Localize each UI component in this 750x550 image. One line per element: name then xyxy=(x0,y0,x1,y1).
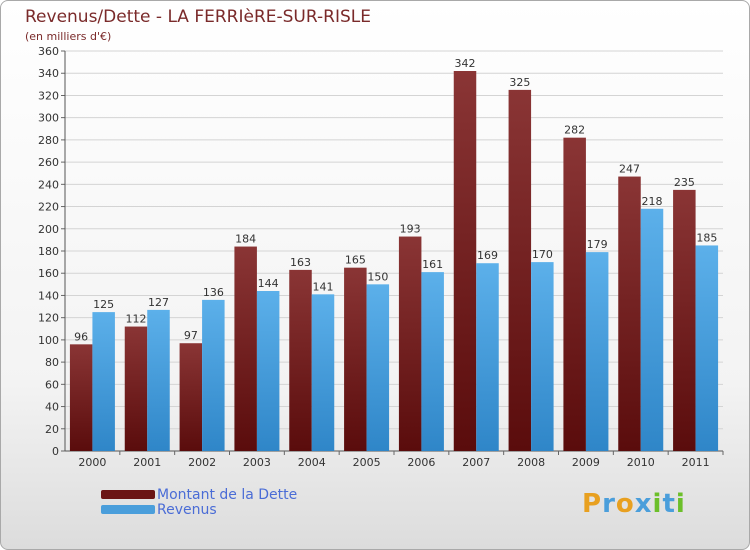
chart-title: Revenus/Dette - LA FERRIèRE-SUR-RISLE xyxy=(25,7,371,27)
y-tick-label: 120 xyxy=(38,312,59,325)
proxiti-logo: Proxiti xyxy=(582,489,686,519)
y-tick-label: 360 xyxy=(38,45,59,58)
x-tick-label: 2002 xyxy=(188,456,216,469)
bar-revenus xyxy=(531,262,554,451)
data-label: 235 xyxy=(674,176,695,189)
data-label: 150 xyxy=(367,270,388,283)
data-label: 144 xyxy=(258,277,279,290)
x-tick-label: 2005 xyxy=(353,456,381,469)
x-tick-label: 2003 xyxy=(243,456,271,469)
legend-swatch-dette xyxy=(101,490,155,499)
bar-dette xyxy=(398,236,422,451)
bar-revenus xyxy=(421,272,444,451)
data-label: 169 xyxy=(477,249,498,262)
y-tick-label: 320 xyxy=(38,89,59,102)
x-tick-label: 2000 xyxy=(78,456,106,469)
logo-letter: P xyxy=(582,489,603,519)
logo-letter: i xyxy=(675,489,686,519)
data-label: 342 xyxy=(455,57,476,70)
logo-letter: x xyxy=(634,489,653,519)
y-tick-label: 200 xyxy=(38,223,59,236)
y-tick-label: 220 xyxy=(38,201,59,214)
y-tick-label: 300 xyxy=(38,112,59,125)
data-label: 184 xyxy=(235,233,256,246)
logo-letter: r xyxy=(602,489,616,519)
y-tick-label: 40 xyxy=(45,401,59,414)
data-label: 96 xyxy=(74,330,88,343)
logo-letter: i xyxy=(652,489,663,519)
bar-dette xyxy=(508,89,532,451)
y-tick-label: 160 xyxy=(38,267,59,280)
bar-revenus xyxy=(476,263,499,451)
bar-dette xyxy=(618,176,641,452)
bar-revenus xyxy=(311,294,335,451)
y-tick-label: 340 xyxy=(38,67,59,80)
x-tick-label: 2011 xyxy=(682,456,710,469)
bar-dette xyxy=(673,189,696,451)
x-tick-label: 2010 xyxy=(627,456,655,469)
bar-revenus xyxy=(640,208,664,451)
y-tick-label: 100 xyxy=(38,334,59,347)
bar-revenus xyxy=(366,284,390,451)
bar-dette xyxy=(69,344,93,451)
x-tick-label: 2008 xyxy=(517,456,545,469)
chart-subtitle: (en milliers d'€) xyxy=(25,30,112,43)
bar-dette xyxy=(289,269,312,451)
data-label: 141 xyxy=(313,280,334,293)
y-tick-label: 0 xyxy=(52,445,59,458)
data-label: 193 xyxy=(400,223,421,236)
data-label: 163 xyxy=(290,256,311,269)
x-tick-label: 2007 xyxy=(462,456,490,469)
legend: Montant de la Dette Revenus xyxy=(101,486,298,518)
y-tick-label: 280 xyxy=(38,134,59,147)
data-label: 112 xyxy=(126,313,147,326)
bar-revenus xyxy=(695,245,719,451)
bar-dette xyxy=(453,71,477,451)
x-tick-label: 2004 xyxy=(298,456,326,469)
data-label: 161 xyxy=(422,258,443,271)
y-tick-label: 20 xyxy=(45,423,59,436)
x-tick-label: 2001 xyxy=(133,456,161,469)
data-label: 165 xyxy=(345,254,366,267)
bar-revenus xyxy=(202,299,225,451)
data-label: 218 xyxy=(642,195,663,208)
bar-dette xyxy=(179,343,203,451)
data-label: 97 xyxy=(184,329,198,342)
bar-dette xyxy=(563,137,586,451)
bar-dette xyxy=(124,326,148,451)
y-tick-label: 260 xyxy=(38,156,59,169)
legend-label-revenus: Revenus xyxy=(157,501,217,518)
y-tick-label: 80 xyxy=(45,356,59,369)
y-tick-label: 60 xyxy=(45,378,59,391)
legend-item-revenus: Revenus xyxy=(101,501,297,518)
data-label: 325 xyxy=(509,76,530,89)
data-label: 125 xyxy=(93,298,114,311)
data-label: 170 xyxy=(532,248,553,261)
bar-dette xyxy=(234,246,257,451)
legend-item-dette: Montant de la Dette xyxy=(101,486,298,503)
bar-revenus xyxy=(585,252,609,451)
data-label: 136 xyxy=(203,286,224,299)
x-tick-label: 2009 xyxy=(572,456,600,469)
data-label: 247 xyxy=(619,163,640,176)
legend-label-dette: Montant de la Dette xyxy=(157,486,298,503)
y-tick-label: 140 xyxy=(38,289,59,302)
bar-dette xyxy=(344,267,367,451)
y-tick-label: 180 xyxy=(38,245,59,258)
legend-swatch-revenus xyxy=(101,505,155,514)
bar-revenus xyxy=(256,291,280,451)
data-label: 185 xyxy=(696,231,717,244)
bar-revenus xyxy=(92,312,115,451)
logo-letter: o xyxy=(615,489,635,519)
data-label: 127 xyxy=(148,296,169,309)
data-label: 179 xyxy=(587,238,608,251)
data-label: 282 xyxy=(564,124,585,137)
logo-letter: t xyxy=(662,489,676,519)
x-tick-label: 2006 xyxy=(407,456,435,469)
bar-revenus xyxy=(147,309,170,451)
y-tick-label: 240 xyxy=(38,178,59,191)
